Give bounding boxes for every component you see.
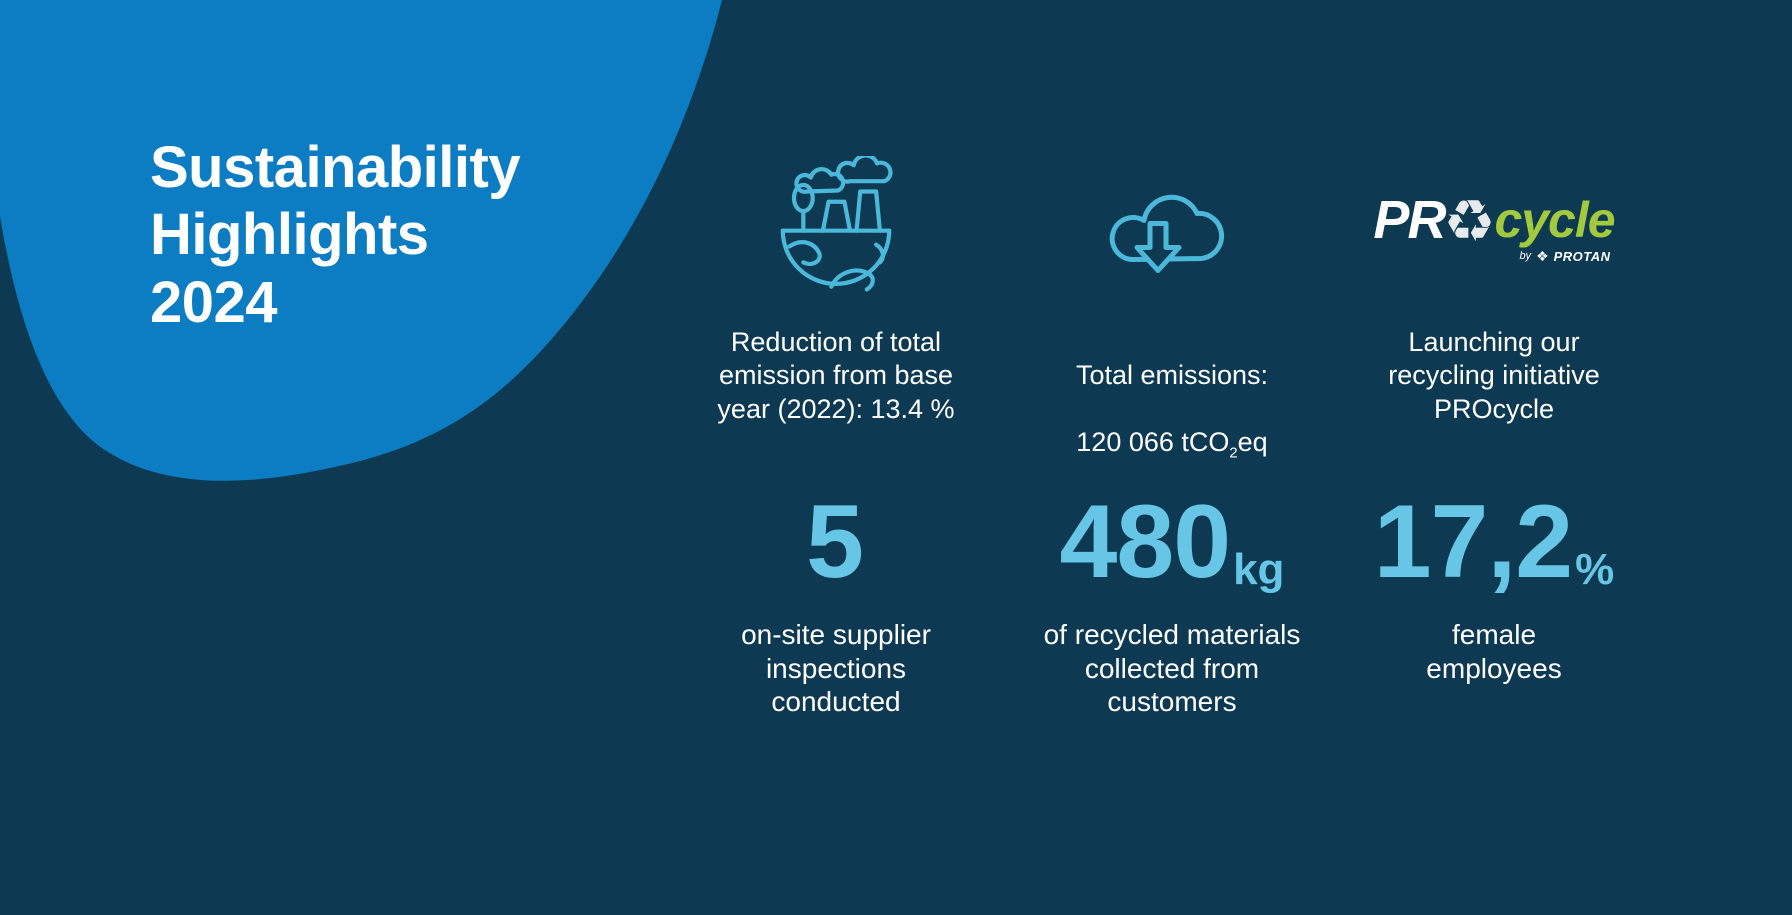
female-employees-percentage: 17,2%: [1344, 490, 1644, 594]
protan-byline: by ❖ PROTAN: [1519, 249, 1610, 264]
recycle-symbol-icon: ♻: [1443, 188, 1496, 254]
supplier-inspections-value: 5: [806, 484, 864, 600]
procycle-launch-caption: Launching our recycling initiative PROcy…: [1388, 327, 1600, 424]
byline-by-text: by: [1519, 250, 1532, 262]
supplier-inspections-count: 5: [686, 490, 986, 594]
recycled-materials-unit: kg: [1233, 545, 1285, 594]
procycle-logo-text: PR ♻ cycle: [1373, 188, 1615, 254]
total-emissions-line1: Total emissions:: [1075, 360, 1269, 391]
protan-brand-text: PROTAN: [1553, 248, 1611, 264]
total-emissions-caption: Total emissions: 120 066 tCO2eq: [1022, 326, 1322, 463]
procycle-cycle-text: cycle: [1494, 191, 1615, 248]
total-emissions-value: 120 066 tCO: [1076, 427, 1230, 458]
supplier-inspections-caption: on-site supplier inspections conducted: [741, 619, 931, 718]
recycled-materials-caption: of recycled materials collected from cus…: [1043, 619, 1301, 718]
protan-mark-icon: ❖: [1536, 248, 1549, 264]
emission-reduction-caption: Reduction of total emission from base ye…: [717, 327, 955, 424]
procycle-pr-text: PR: [1373, 189, 1446, 250]
female-employees-value: 17,2: [1373, 484, 1573, 600]
cloud-download-icon: [1022, 150, 1322, 302]
female-employees-caption: female employees: [1426, 619, 1562, 684]
procycle-logo: PR ♻ cycle by ❖ PROTAN: [1344, 150, 1644, 302]
earth-factory-icon: [686, 150, 986, 302]
recycled-materials-count: 480kg: [1022, 490, 1322, 594]
total-emissions-unit-tail: eq: [1237, 427, 1268, 458]
co2-subscript: 2: [1229, 445, 1238, 462]
female-employees-unit: %: [1575, 545, 1615, 594]
slide-title: Sustainability Highlights 2024: [150, 135, 521, 335]
recycled-materials-value: 480: [1059, 484, 1232, 600]
